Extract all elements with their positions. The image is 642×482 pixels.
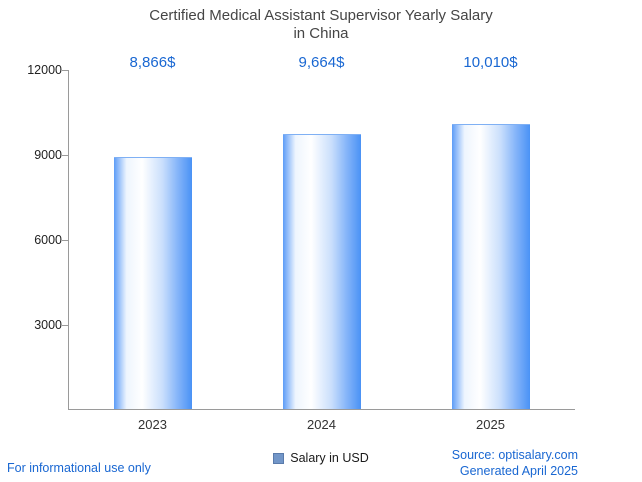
y-axis-tick-label: 3000 bbox=[34, 318, 62, 332]
y-axis-tick-mark bbox=[62, 240, 68, 241]
legend-label: Salary in USD bbox=[290, 451, 369, 465]
bar-2025[interactable] bbox=[451, 124, 530, 409]
x-axis-label: 2025 bbox=[476, 417, 505, 432]
legend-swatch-icon bbox=[273, 452, 285, 464]
bar-row bbox=[69, 70, 575, 409]
bar-cell bbox=[406, 70, 575, 409]
bar-cell bbox=[69, 70, 238, 409]
y-axis-tick-label: 12000 bbox=[27, 63, 62, 77]
bar-value-labels: 8,866$ 9,664$ 10,010$ bbox=[68, 54, 575, 74]
y-axis-tick-mark bbox=[62, 325, 68, 326]
legend: Salary in USD bbox=[0, 449, 642, 467]
bar-2024[interactable] bbox=[283, 134, 361, 409]
plot-area bbox=[68, 70, 575, 410]
footer-source[interactable]: Source: optisalary.com bbox=[451, 448, 578, 462]
footer-source-block: Source: optisalary.com Generated April 2… bbox=[338, 447, 578, 479]
bar-cell bbox=[238, 70, 407, 409]
chart-title-line2: in China bbox=[293, 25, 349, 42]
y-axis-tick-mark bbox=[62, 155, 68, 156]
chart-title-line1: Certified Medical Assistant Supervisor Y… bbox=[149, 7, 493, 24]
x-axis-label: 2023 bbox=[138, 417, 167, 432]
x-axis-labels: 2023 2024 2025 bbox=[68, 417, 575, 432]
bar-value-label: 10,010$ bbox=[463, 54, 518, 71]
footer-disclaimer: For informational use only bbox=[7, 461, 151, 475]
footer-generated: Generated April 2025 bbox=[459, 464, 578, 478]
chart-title: Certified Medical Assistant Supervisor Y… bbox=[0, 7, 642, 43]
bar-2023[interactable] bbox=[114, 156, 193, 409]
bar-value-label: 8,866$ bbox=[129, 54, 176, 71]
y-axis-tick-label: 6000 bbox=[34, 233, 62, 247]
x-axis-label: 2024 bbox=[307, 417, 336, 432]
y-axis-tick-label: 9000 bbox=[34, 148, 62, 162]
y-axis-tick-mark bbox=[62, 70, 68, 71]
bar-value-label: 9,664$ bbox=[298, 54, 345, 71]
